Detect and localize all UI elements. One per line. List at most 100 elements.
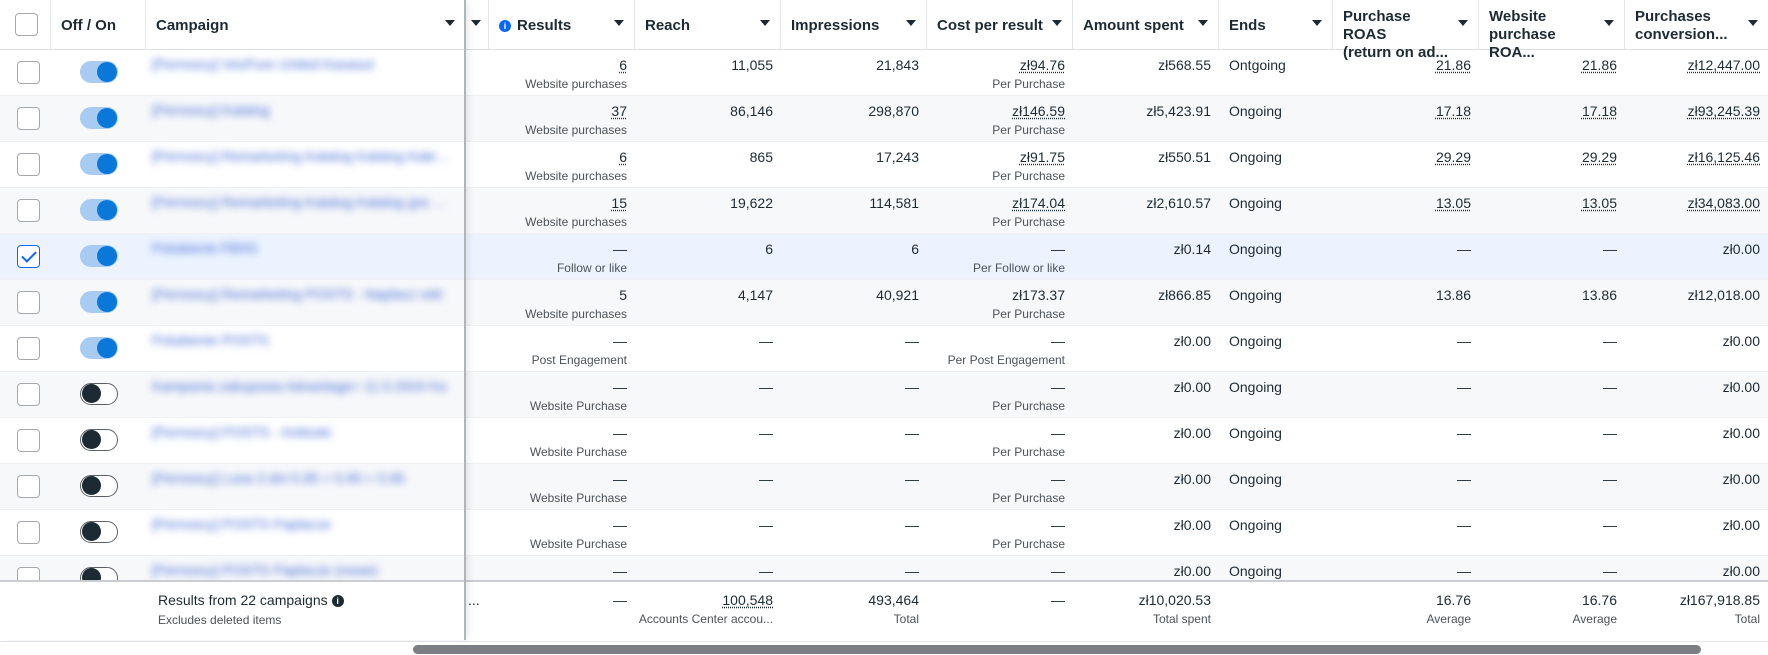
purchases-conversion-value[interactable]: zł0.00 — [1722, 471, 1760, 487]
row-checkbox[interactable] — [17, 107, 40, 130]
header-results[interactable]: i Results — [489, 0, 635, 50]
website-roas-value[interactable]: 13.05 — [1581, 195, 1617, 211]
purchase-roas-value[interactable]: — — [1457, 425, 1471, 441]
scrollbar-thumb[interactable] — [413, 645, 1701, 654]
purchases-conversion-value[interactable]: zł0.00 — [1722, 517, 1760, 533]
table-row[interactable]: [Pernoscy] Remarketing POSTS - Naplacz r… — [0, 280, 1768, 326]
results-value[interactable]: — — [613, 471, 627, 487]
cost-per-result-value[interactable]: zł146.59 — [1012, 103, 1065, 119]
website-roas-value[interactable]: — — [1603, 563, 1617, 579]
row-checkbox[interactable] — [17, 475, 40, 498]
website-roas-value[interactable]: — — [1603, 379, 1617, 395]
chevron-down-icon[interactable] — [906, 20, 916, 26]
cost-per-result-value[interactable]: — — [1051, 425, 1065, 441]
row-checkbox[interactable] — [17, 199, 40, 222]
campaign-name-link[interactable]: [Pernoscy] Remarketing POSTS - Naplacz r… — [152, 286, 443, 302]
purchases-conversion-value[interactable]: zł16,125.46 — [1687, 149, 1760, 165]
campaign-name-link[interactable]: Polubienie FB/IG — [152, 240, 258, 256]
purchases-conversion-value[interactable]: zł12,018.00 — [1687, 287, 1760, 303]
results-value[interactable]: — — [613, 333, 627, 349]
chevron-down-icon[interactable] — [1052, 20, 1062, 26]
purchases-conversion-value[interactable]: zł93,245.39 — [1687, 103, 1760, 119]
website-roas-value[interactable]: — — [1603, 517, 1617, 533]
results-value[interactable]: — — [613, 563, 627, 579]
row-checkbox[interactable] — [17, 383, 40, 406]
cost-per-result-value[interactable]: zł173.37 — [1012, 287, 1065, 303]
cost-per-result-value[interactable]: — — [1051, 563, 1065, 579]
footer-reach-value[interactable]: 100,548 — [722, 592, 773, 608]
purchase-roas-value[interactable]: — — [1457, 563, 1471, 579]
header-purchases-conversion[interactable]: Purchases conversion... — [1625, 0, 1768, 50]
row-checkbox[interactable] — [17, 429, 40, 452]
results-value[interactable]: — — [613, 379, 627, 395]
cost-per-result-value[interactable]: zł94.76 — [1019, 57, 1065, 73]
cost-per-result-value[interactable]: — — [1051, 333, 1065, 349]
row-checkbox[interactable] — [17, 521, 40, 544]
header-website-purchase-roas[interactable]: Website purchase ROA... — [1479, 0, 1625, 61]
table-row[interactable]: [Pernoscy] POSTS Paplacze — Website Purc… — [0, 510, 1768, 556]
header-campaign[interactable]: Campaign — [146, 0, 466, 50]
campaign-toggle[interactable] — [80, 567, 118, 580]
header-hidden-column[interactable] — [466, 0, 489, 50]
results-value[interactable]: — — [613, 241, 627, 257]
table-row[interactable]: Polubienie POSTS — Post Engagement — — —… — [0, 326, 1768, 372]
campaign-name-link[interactable]: [Pernoscy] Remarketing Katalog Katalog g… — [152, 194, 452, 210]
chevron-down-icon[interactable] — [1458, 20, 1468, 26]
info-icon[interactable]: i — [499, 20, 511, 32]
campaign-name-link[interactable]: [Pernoscy] VesPure United Kasasut — [152, 56, 374, 72]
row-checkbox[interactable] — [17, 153, 40, 176]
purchases-conversion-value[interactable]: zł12,447.00 — [1687, 57, 1760, 73]
campaign-toggle[interactable] — [80, 337, 118, 359]
cost-per-result-value[interactable]: — — [1051, 517, 1065, 533]
chevron-down-icon[interactable] — [471, 20, 481, 26]
header-cost-per-result[interactable]: Cost per result — [927, 0, 1073, 50]
chevron-down-icon[interactable] — [1604, 20, 1614, 26]
chevron-down-icon[interactable] — [1198, 20, 1208, 26]
purchase-roas-value[interactable]: — — [1457, 471, 1471, 487]
campaign-name-link[interactable]: [Pernoscy] POSTS - Anttoski — [152, 424, 331, 440]
table-row[interactable]: [Pernoscy] VesPure United Kasasut 6 Webs… — [0, 50, 1768, 96]
campaign-toggle[interactable] — [80, 199, 118, 221]
table-row[interactable]: [Pernoscy] Remarketing Katalog Katalog g… — [0, 188, 1768, 234]
cost-per-result-value[interactable]: zł91.75 — [1019, 149, 1065, 165]
campaign-name-link[interactable]: Kampania zakupowa Advantage+ 11.5.2024 K… — [152, 378, 447, 394]
campaign-name-link[interactable]: [Pernoscy] Katalog — [152, 102, 270, 118]
chevron-down-icon[interactable] — [1748, 20, 1758, 26]
table-row[interactable]: Kampania zakupowa Advantage+ 11.5.2024 K… — [0, 372, 1768, 418]
campaign-toggle[interactable] — [80, 383, 118, 405]
campaign-name-link[interactable]: [Pernoscy] Luna 3 dni 5.95 + 5.95 + 5.95 — [152, 470, 405, 486]
row-checkbox[interactable] — [17, 61, 40, 84]
table-row[interactable]: [Pernoscy] Katalog 37 Website purchases … — [0, 96, 1768, 142]
website-roas-value[interactable]: 17.18 — [1581, 103, 1617, 119]
purchase-roas-value[interactable]: 13.86 — [1435, 287, 1471, 303]
campaign-toggle[interactable] — [80, 521, 118, 543]
purchases-conversion-value[interactable]: zł0.00 — [1722, 379, 1760, 395]
results-value[interactable]: 6 — [619, 149, 627, 165]
table-row[interactable]: [Pernoscy] POSTS - Anttoski — Website Pu… — [0, 418, 1768, 464]
chevron-down-icon[interactable] — [1312, 20, 1322, 26]
row-checkbox[interactable] — [17, 567, 40, 580]
chevron-down-icon[interactable] — [445, 20, 455, 26]
info-icon[interactable]: i — [331, 595, 344, 607]
purchase-roas-value[interactable]: 13.05 — [1435, 195, 1471, 211]
campaign-name-link[interactable]: [Pernoscy] POSTS Paplacze — [152, 516, 331, 532]
campaign-name-link[interactable]: [Pernoscy] POSTS Paplacze (nowe) — [152, 562, 378, 578]
row-checkbox[interactable] — [17, 291, 40, 314]
header-reach[interactable]: Reach — [635, 0, 781, 50]
campaign-toggle[interactable] — [80, 429, 118, 451]
purchase-roas-value[interactable]: — — [1457, 517, 1471, 533]
cost-per-result-value[interactable]: — — [1051, 471, 1065, 487]
results-value[interactable]: 37 — [611, 103, 627, 119]
purchase-roas-value[interactable]: — — [1457, 333, 1471, 349]
header-amount-spent[interactable]: Amount spent — [1073, 0, 1219, 50]
table-row[interactable]: [Pernoscy] Remarketing Katalog Katalog K… — [0, 142, 1768, 188]
campaign-toggle[interactable] — [80, 245, 118, 267]
horizontal-scrollbar[interactable] — [0, 642, 1768, 655]
cost-per-result-value[interactable]: — — [1051, 379, 1065, 395]
website-roas-value[interactable]: 13.86 — [1581, 287, 1617, 303]
purchase-roas-value[interactable]: 29.29 — [1435, 149, 1471, 165]
website-roas-value[interactable]: — — [1603, 471, 1617, 487]
campaign-name-link[interactable]: Polubienie POSTS — [152, 332, 269, 348]
campaign-toggle[interactable] — [80, 153, 118, 175]
chevron-down-icon[interactable] — [760, 20, 770, 26]
